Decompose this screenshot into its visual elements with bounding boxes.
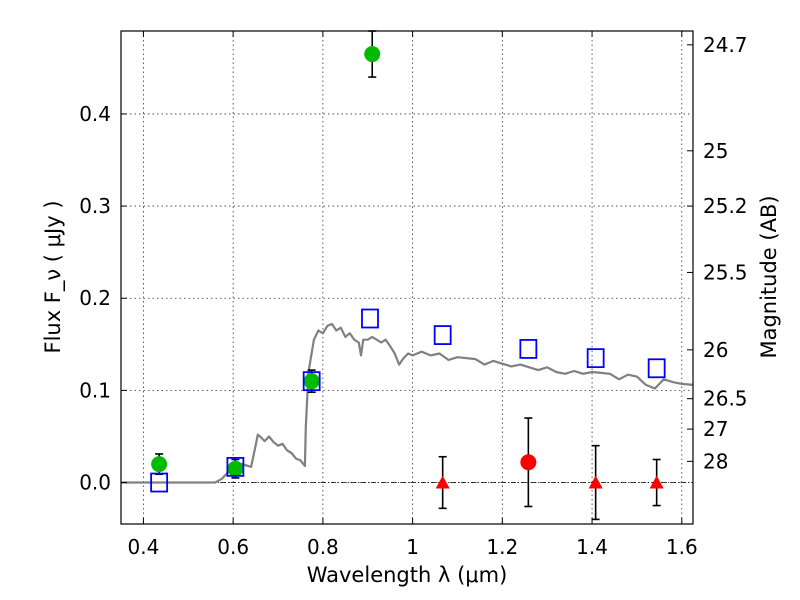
y-tick-label: 0.3 bbox=[79, 194, 111, 218]
red-limit-triangle bbox=[435, 475, 450, 489]
data-points bbox=[150, 30, 666, 521]
y-tick-label: 0.0 bbox=[79, 471, 111, 495]
y-tick-label: 0.1 bbox=[79, 378, 111, 402]
y-tick-label: 0.4 bbox=[79, 102, 111, 126]
y-right-axis-title: Magnitude (AB) bbox=[757, 195, 781, 358]
red-limit-triangle bbox=[588, 475, 603, 489]
x-tick-label: 1.6 bbox=[666, 535, 698, 559]
blue-model-box bbox=[361, 308, 379, 329]
green-data-point bbox=[151, 456, 168, 473]
y-axis-title: Flux F_ν ( μJy ) bbox=[41, 200, 66, 353]
y-right-tick-label: 25.5 bbox=[703, 260, 748, 284]
model-sed-line bbox=[121, 322, 694, 484]
green-data-point bbox=[364, 46, 381, 63]
grid-lines bbox=[121, 31, 693, 524]
x-tick-label: 0.8 bbox=[307, 535, 339, 559]
blue-model-box bbox=[586, 348, 605, 369]
blue-model-box bbox=[150, 472, 169, 493]
y-right-tick-label: 25 bbox=[703, 139, 728, 163]
y-tick-label: 0.2 bbox=[79, 286, 111, 310]
x-tick-label: 1 bbox=[406, 535, 419, 559]
x-tick-label: 1.2 bbox=[486, 535, 518, 559]
y-right-tick-label: 27 bbox=[703, 417, 728, 441]
plot-background bbox=[121, 31, 693, 524]
blue-model-box bbox=[519, 339, 538, 359]
green-data-point bbox=[303, 373, 320, 390]
model-sed-curve bbox=[121, 322, 694, 484]
blue-model-box bbox=[302, 371, 321, 392]
y-right-tick-label: 26 bbox=[703, 338, 728, 362]
x-tick-label: 0.6 bbox=[217, 535, 249, 559]
plot-frame bbox=[120, 30, 694, 525]
y-right-tick-label: 28 bbox=[703, 449, 728, 473]
x-axis-title: Wavelength λ (μm) bbox=[307, 563, 508, 587]
green-data-point bbox=[227, 460, 244, 477]
blue-model-box bbox=[647, 358, 666, 379]
blue-model-box bbox=[433, 325, 452, 345]
blue-model-box bbox=[226, 456, 245, 477]
y-right-tick-label: 24.7 bbox=[703, 33, 748, 57]
axis-ticks: 0.4 0.6 0.8 1 1.2 1.4 1.6 0.0 0.1 0.2 0.3 0.4 24.7 25… bbox=[79, 31, 748, 559]
y-right-tick-label: 26.5 bbox=[703, 387, 748, 411]
red-limit-triangle bbox=[649, 475, 664, 489]
x-tick-label: 0.4 bbox=[128, 535, 160, 559]
y-right-tick-label: 25.2 bbox=[703, 194, 748, 218]
red-data-point bbox=[520, 454, 537, 471]
x-tick-label: 1.4 bbox=[576, 535, 608, 559]
